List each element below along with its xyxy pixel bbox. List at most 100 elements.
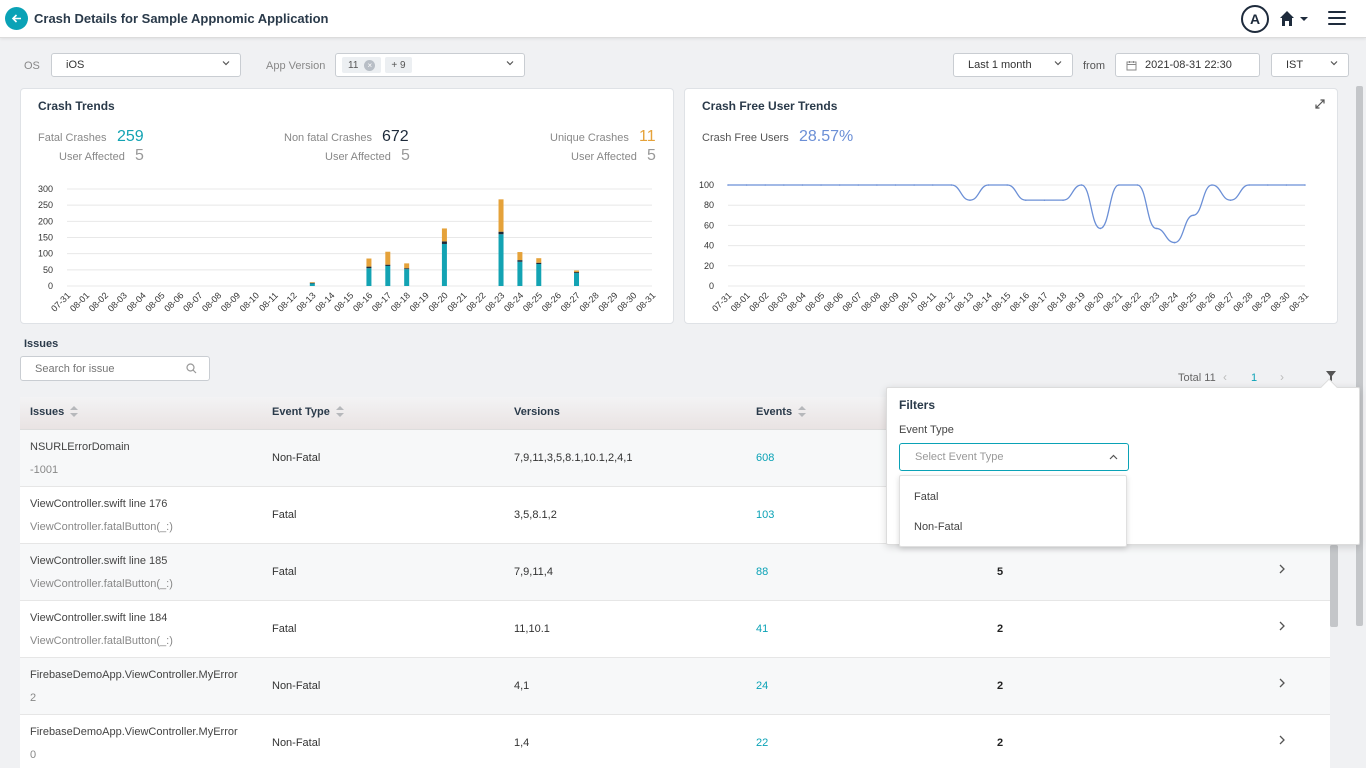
crash-trends-title: Crash Trends xyxy=(38,99,115,113)
bar xyxy=(404,268,410,270)
chevron-right-icon[interactable] xyxy=(1278,619,1286,633)
fatal-users-label: User Affected xyxy=(59,151,125,163)
events-cell[interactable]: 24 xyxy=(756,680,769,692)
x-tick-label: 08-27 xyxy=(1213,290,1236,313)
data-point xyxy=(1192,214,1195,217)
x-tick-label: 08-30 xyxy=(615,290,638,313)
x-tick-label: 08-07 xyxy=(181,290,204,313)
events-cell[interactable]: 41 xyxy=(756,623,769,635)
bar xyxy=(536,262,542,265)
crash-free-users-label: Crash Free Users xyxy=(702,132,789,144)
y-tick-label: 300 xyxy=(38,184,53,194)
col-events[interactable]: Events xyxy=(756,406,807,418)
data-point xyxy=(1136,184,1139,186)
back-button[interactable] xyxy=(5,7,28,30)
events-cell[interactable]: 608 xyxy=(756,452,775,464)
current-page[interactable]: 1 xyxy=(1251,372,1258,384)
page-scrollbar-thumb[interactable] xyxy=(1356,86,1363,626)
sort-icon xyxy=(798,406,807,417)
bar xyxy=(441,228,447,242)
issue-name: FirebaseDemoApp.ViewController.MyError xyxy=(30,669,238,681)
bar xyxy=(404,269,410,286)
x-tick-label: 08-17 xyxy=(370,290,393,313)
bar xyxy=(536,258,542,263)
events-cell[interactable]: 88 xyxy=(756,566,769,578)
data-point xyxy=(1173,241,1176,244)
nonfatal-users-label: User Affected xyxy=(325,151,391,163)
issue-name: ViewController.swift line 176 xyxy=(30,498,168,510)
issue-subtitle: ViewController.fatalButton(_:) xyxy=(30,578,173,590)
table-row[interactable]: FirebaseDemoApp.ViewController.MyError 0 N… xyxy=(20,715,1330,768)
home-menu-button[interactable] xyxy=(1279,10,1313,30)
time-range-select[interactable]: Last 1 month xyxy=(953,53,1073,77)
col-versions: Versions xyxy=(514,406,560,418)
x-tick-label: 08-15 xyxy=(989,290,1012,313)
x-tick-label: 08-05 xyxy=(803,290,826,313)
x-tick-label: 08-31 xyxy=(634,290,657,313)
avatar[interactable]: A xyxy=(1241,5,1269,33)
x-tick-label: 08-26 xyxy=(1194,290,1217,313)
issues-table: Issues Event Type Versions Events NSURLE… xyxy=(20,397,1330,768)
chevron-right-icon[interactable] xyxy=(1278,676,1286,690)
data-point xyxy=(969,199,971,201)
next-page-icon[interactable]: › xyxy=(1280,370,1284,384)
search-input[interactable] xyxy=(20,356,210,381)
events-cell[interactable]: 22 xyxy=(756,737,769,749)
filter-panel: Filters Event Type Select Event Type xyxy=(886,378,1360,545)
x-tick-label: 08-05 xyxy=(143,290,166,313)
x-tick-label: 08-19 xyxy=(1064,290,1087,313)
x-tick-label: 08-28 xyxy=(1231,290,1254,313)
x-tick-label: 08-18 xyxy=(1045,290,1068,313)
data-point xyxy=(1043,199,1046,201)
home-icon xyxy=(1280,11,1308,26)
expand-icon[interactable] xyxy=(1315,99,1325,109)
os-value: iOS xyxy=(66,59,85,71)
filter-icon[interactable] xyxy=(1325,370,1337,382)
data-point xyxy=(838,184,841,186)
x-tick-label: 08-08 xyxy=(200,290,223,313)
os-select[interactable]: iOS xyxy=(51,53,241,77)
table-row[interactable]: ViewController.swift line 185 ViewControl… xyxy=(20,544,1330,601)
col-event-type[interactable]: Event Type xyxy=(272,406,344,418)
crash-free-chart: 02040608010007-3108-0108-0208-0308-0408-… xyxy=(699,180,1310,314)
x-tick-label: 08-15 xyxy=(332,290,355,313)
timezone-select[interactable]: IST xyxy=(1271,53,1349,77)
from-date-input[interactable]: 2021-08-31 22:30 xyxy=(1115,53,1260,77)
app-version-select[interactable]: 11 × + 9 xyxy=(335,53,525,77)
event-type-cell: Non-Fatal xyxy=(272,737,321,749)
x-tick-label: 08-20 xyxy=(426,290,449,313)
bar xyxy=(517,252,523,261)
data-point xyxy=(987,184,990,186)
event-type-option-fatal[interactable]: Fatal xyxy=(914,491,939,503)
chevron-right-icon[interactable] xyxy=(1278,733,1286,747)
event-type-select[interactable]: Select Event Type xyxy=(899,443,1129,471)
x-tick-label: 08-10 xyxy=(896,290,919,313)
chevron-right-icon[interactable] xyxy=(1278,562,1286,576)
data-point xyxy=(1006,184,1008,186)
table-scrollbar-thumb[interactable] xyxy=(1330,545,1338,627)
remove-tag-icon[interactable]: × xyxy=(364,59,376,71)
events-cell[interactable]: 103 xyxy=(756,509,775,521)
prev-page-icon[interactable]: ‹ xyxy=(1223,370,1227,384)
versions-cell: 7,9,11,3,5,8.1,10.1,2,4,1 xyxy=(514,452,633,464)
x-tick-label: 08-13 xyxy=(294,290,317,313)
x-tick-label: 08-16 xyxy=(1008,290,1031,313)
col-issues-label: Issues xyxy=(30,406,65,418)
table-row[interactable]: ViewController.swift line 184 ViewControl… xyxy=(20,601,1330,658)
col-issues[interactable]: Issues xyxy=(30,406,79,418)
event-type-option-non-fatal[interactable]: Non-Fatal xyxy=(914,521,963,533)
x-tick-label: 08-20 xyxy=(1082,290,1105,313)
issue-subtitle: ViewController.fatalButton(_:) xyxy=(30,635,173,647)
sort-icon xyxy=(335,406,344,417)
data-point xyxy=(1285,184,1288,186)
x-tick-label: 08-11 xyxy=(257,290,280,313)
hamburger-menu-icon[interactable] xyxy=(1328,11,1346,27)
issue-subtitle: -1001 xyxy=(30,464,59,476)
x-tick-label: 08-29 xyxy=(1250,290,1273,313)
x-tick-label: 08-12 xyxy=(933,290,956,313)
event-type-cell: Non-Fatal xyxy=(272,680,321,692)
arrow-left-icon xyxy=(11,14,21,23)
data-point xyxy=(783,184,785,186)
table-row[interactable]: FirebaseDemoApp.ViewController.MyError 2 N… xyxy=(20,658,1330,715)
data-point xyxy=(1266,184,1269,186)
